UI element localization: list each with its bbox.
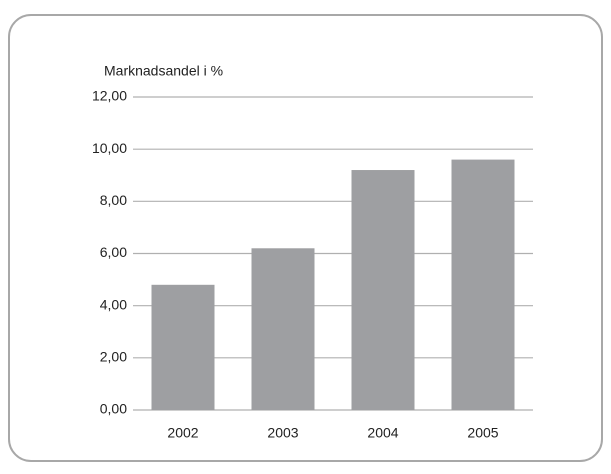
bar xyxy=(251,248,315,410)
bar xyxy=(451,159,515,410)
y-tick-label: 0,00 xyxy=(100,401,127,417)
y-tick-label: 2,00 xyxy=(100,349,127,365)
y-tick-label: 4,00 xyxy=(100,296,127,312)
chart-title: Marknadsandel i % xyxy=(104,63,223,79)
y-tick-label: 8,00 xyxy=(100,192,127,208)
y-tick-label: 10,00 xyxy=(92,140,127,156)
x-tick-label: 2005 xyxy=(467,425,498,441)
x-tick-label: 2004 xyxy=(367,425,398,441)
bar xyxy=(351,170,415,410)
x-tick-label: 2003 xyxy=(267,425,298,441)
y-tick-label: 6,00 xyxy=(100,244,127,260)
y-tick-label: 12,00 xyxy=(92,88,127,104)
bar xyxy=(151,284,215,410)
x-tick-label: 2002 xyxy=(167,425,198,441)
